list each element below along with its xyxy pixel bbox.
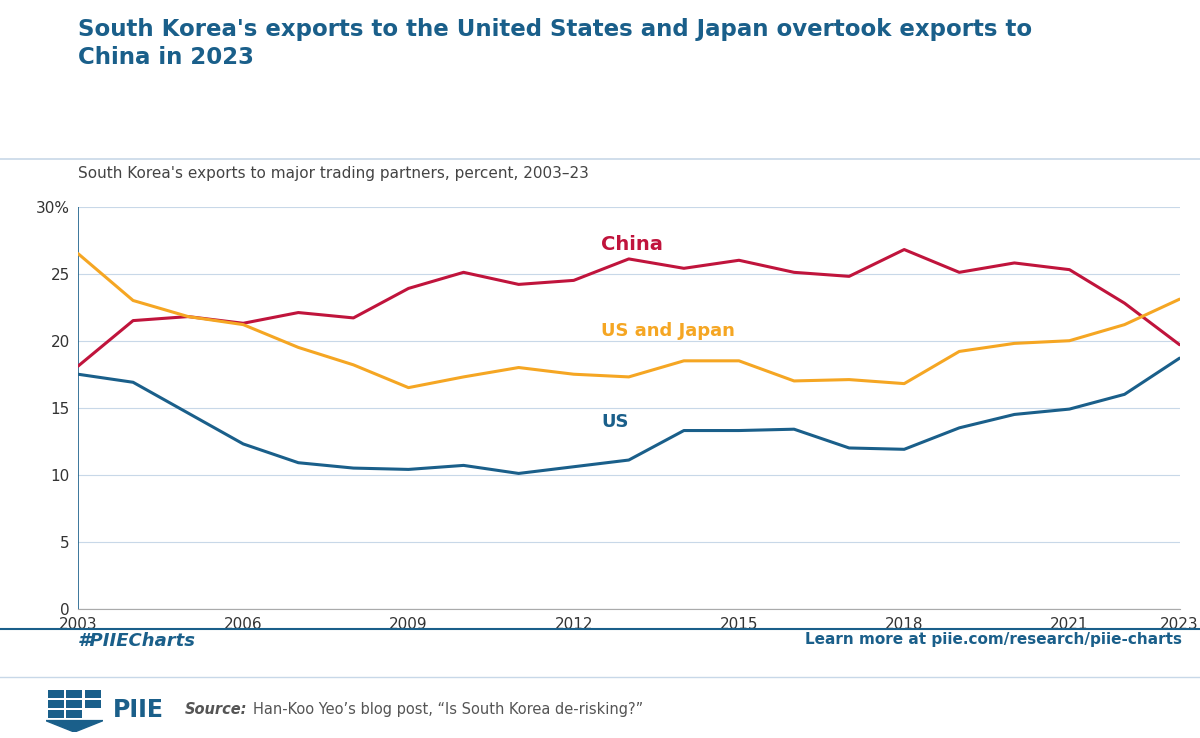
Bar <box>48 710 64 718</box>
Text: Source:: Source: <box>185 703 247 717</box>
Text: US: US <box>601 413 629 432</box>
Text: South Korea's exports to the United States and Japan overtook exports to
China i: South Korea's exports to the United Stat… <box>78 18 1032 69</box>
Text: PIIE: PIIE <box>113 698 163 722</box>
Bar <box>66 700 83 708</box>
Text: South Korea's exports to major trading partners, percent, 2003–23: South Korea's exports to major trading p… <box>78 166 589 181</box>
Text: Han-Koo Yeo’s blog post, “Is South Korea de-risking?”: Han-Koo Yeo’s blog post, “Is South Korea… <box>253 703 643 717</box>
Text: China: China <box>601 235 664 254</box>
Bar <box>66 689 83 698</box>
Bar <box>85 689 101 698</box>
Bar <box>66 710 83 718</box>
Text: #PIIECharts: #PIIECharts <box>78 632 196 650</box>
Text: Learn more at piie.com/research/piie-charts: Learn more at piie.com/research/piie-cha… <box>805 632 1182 647</box>
Text: US and Japan: US and Japan <box>601 323 736 340</box>
Bar <box>48 700 64 708</box>
Bar <box>85 700 101 708</box>
Bar <box>48 689 64 698</box>
Polygon shape <box>46 720 103 732</box>
